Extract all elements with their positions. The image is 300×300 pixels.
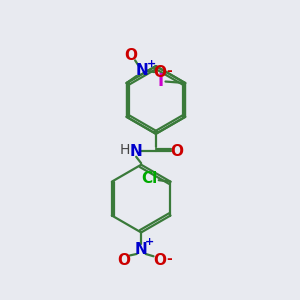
Text: N: N bbox=[136, 63, 148, 78]
Text: O: O bbox=[117, 253, 130, 268]
Text: -: - bbox=[167, 64, 172, 78]
Text: H: H bbox=[120, 143, 130, 157]
Text: O: O bbox=[154, 64, 166, 80]
Text: +: + bbox=[146, 238, 154, 248]
Text: O: O bbox=[153, 253, 166, 268]
Text: N: N bbox=[130, 144, 142, 159]
Text: +: + bbox=[147, 59, 156, 69]
Text: O: O bbox=[124, 48, 137, 63]
Text: -: - bbox=[166, 252, 172, 266]
Text: N: N bbox=[135, 242, 148, 257]
Text: O: O bbox=[170, 144, 183, 159]
Text: I: I bbox=[157, 72, 163, 90]
Text: Cl: Cl bbox=[141, 171, 158, 186]
